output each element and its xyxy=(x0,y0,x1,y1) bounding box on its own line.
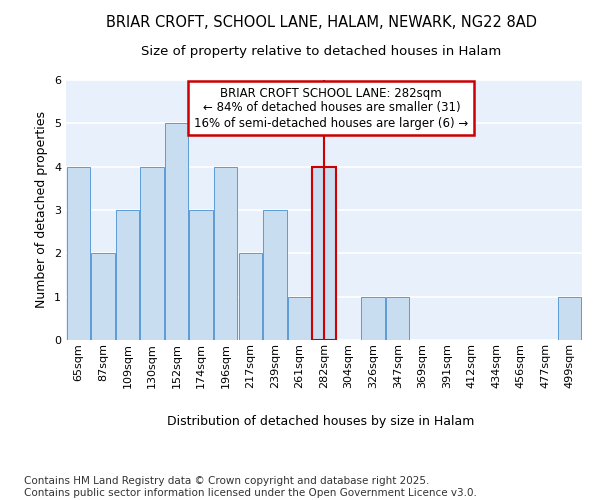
Bar xyxy=(67,166,90,340)
Text: Contains HM Land Registry data © Crown copyright and database right 2025.
Contai: Contains HM Land Registry data © Crown c… xyxy=(24,476,477,498)
Bar xyxy=(190,210,213,340)
Bar xyxy=(558,296,581,340)
Bar xyxy=(313,166,335,340)
Bar xyxy=(91,254,115,340)
Text: BRIAR CROFT SCHOOL LANE: 282sqm
← 84% of detached houses are smaller (31)
16% of: BRIAR CROFT SCHOOL LANE: 282sqm ← 84% of… xyxy=(194,86,469,130)
Bar xyxy=(288,296,311,340)
Text: Distribution of detached houses by size in Halam: Distribution of detached houses by size … xyxy=(167,415,475,428)
Bar xyxy=(239,254,262,340)
Bar xyxy=(263,210,287,340)
Bar xyxy=(140,166,164,340)
Text: Size of property relative to detached houses in Halam: Size of property relative to detached ho… xyxy=(141,45,501,58)
Bar xyxy=(361,296,385,340)
Text: BRIAR CROFT, SCHOOL LANE, HALAM, NEWARK, NG22 8AD: BRIAR CROFT, SCHOOL LANE, HALAM, NEWARK,… xyxy=(106,15,536,30)
Bar xyxy=(214,166,238,340)
Bar xyxy=(165,124,188,340)
Bar xyxy=(116,210,139,340)
Y-axis label: Number of detached properties: Number of detached properties xyxy=(35,112,49,308)
Bar xyxy=(386,296,409,340)
